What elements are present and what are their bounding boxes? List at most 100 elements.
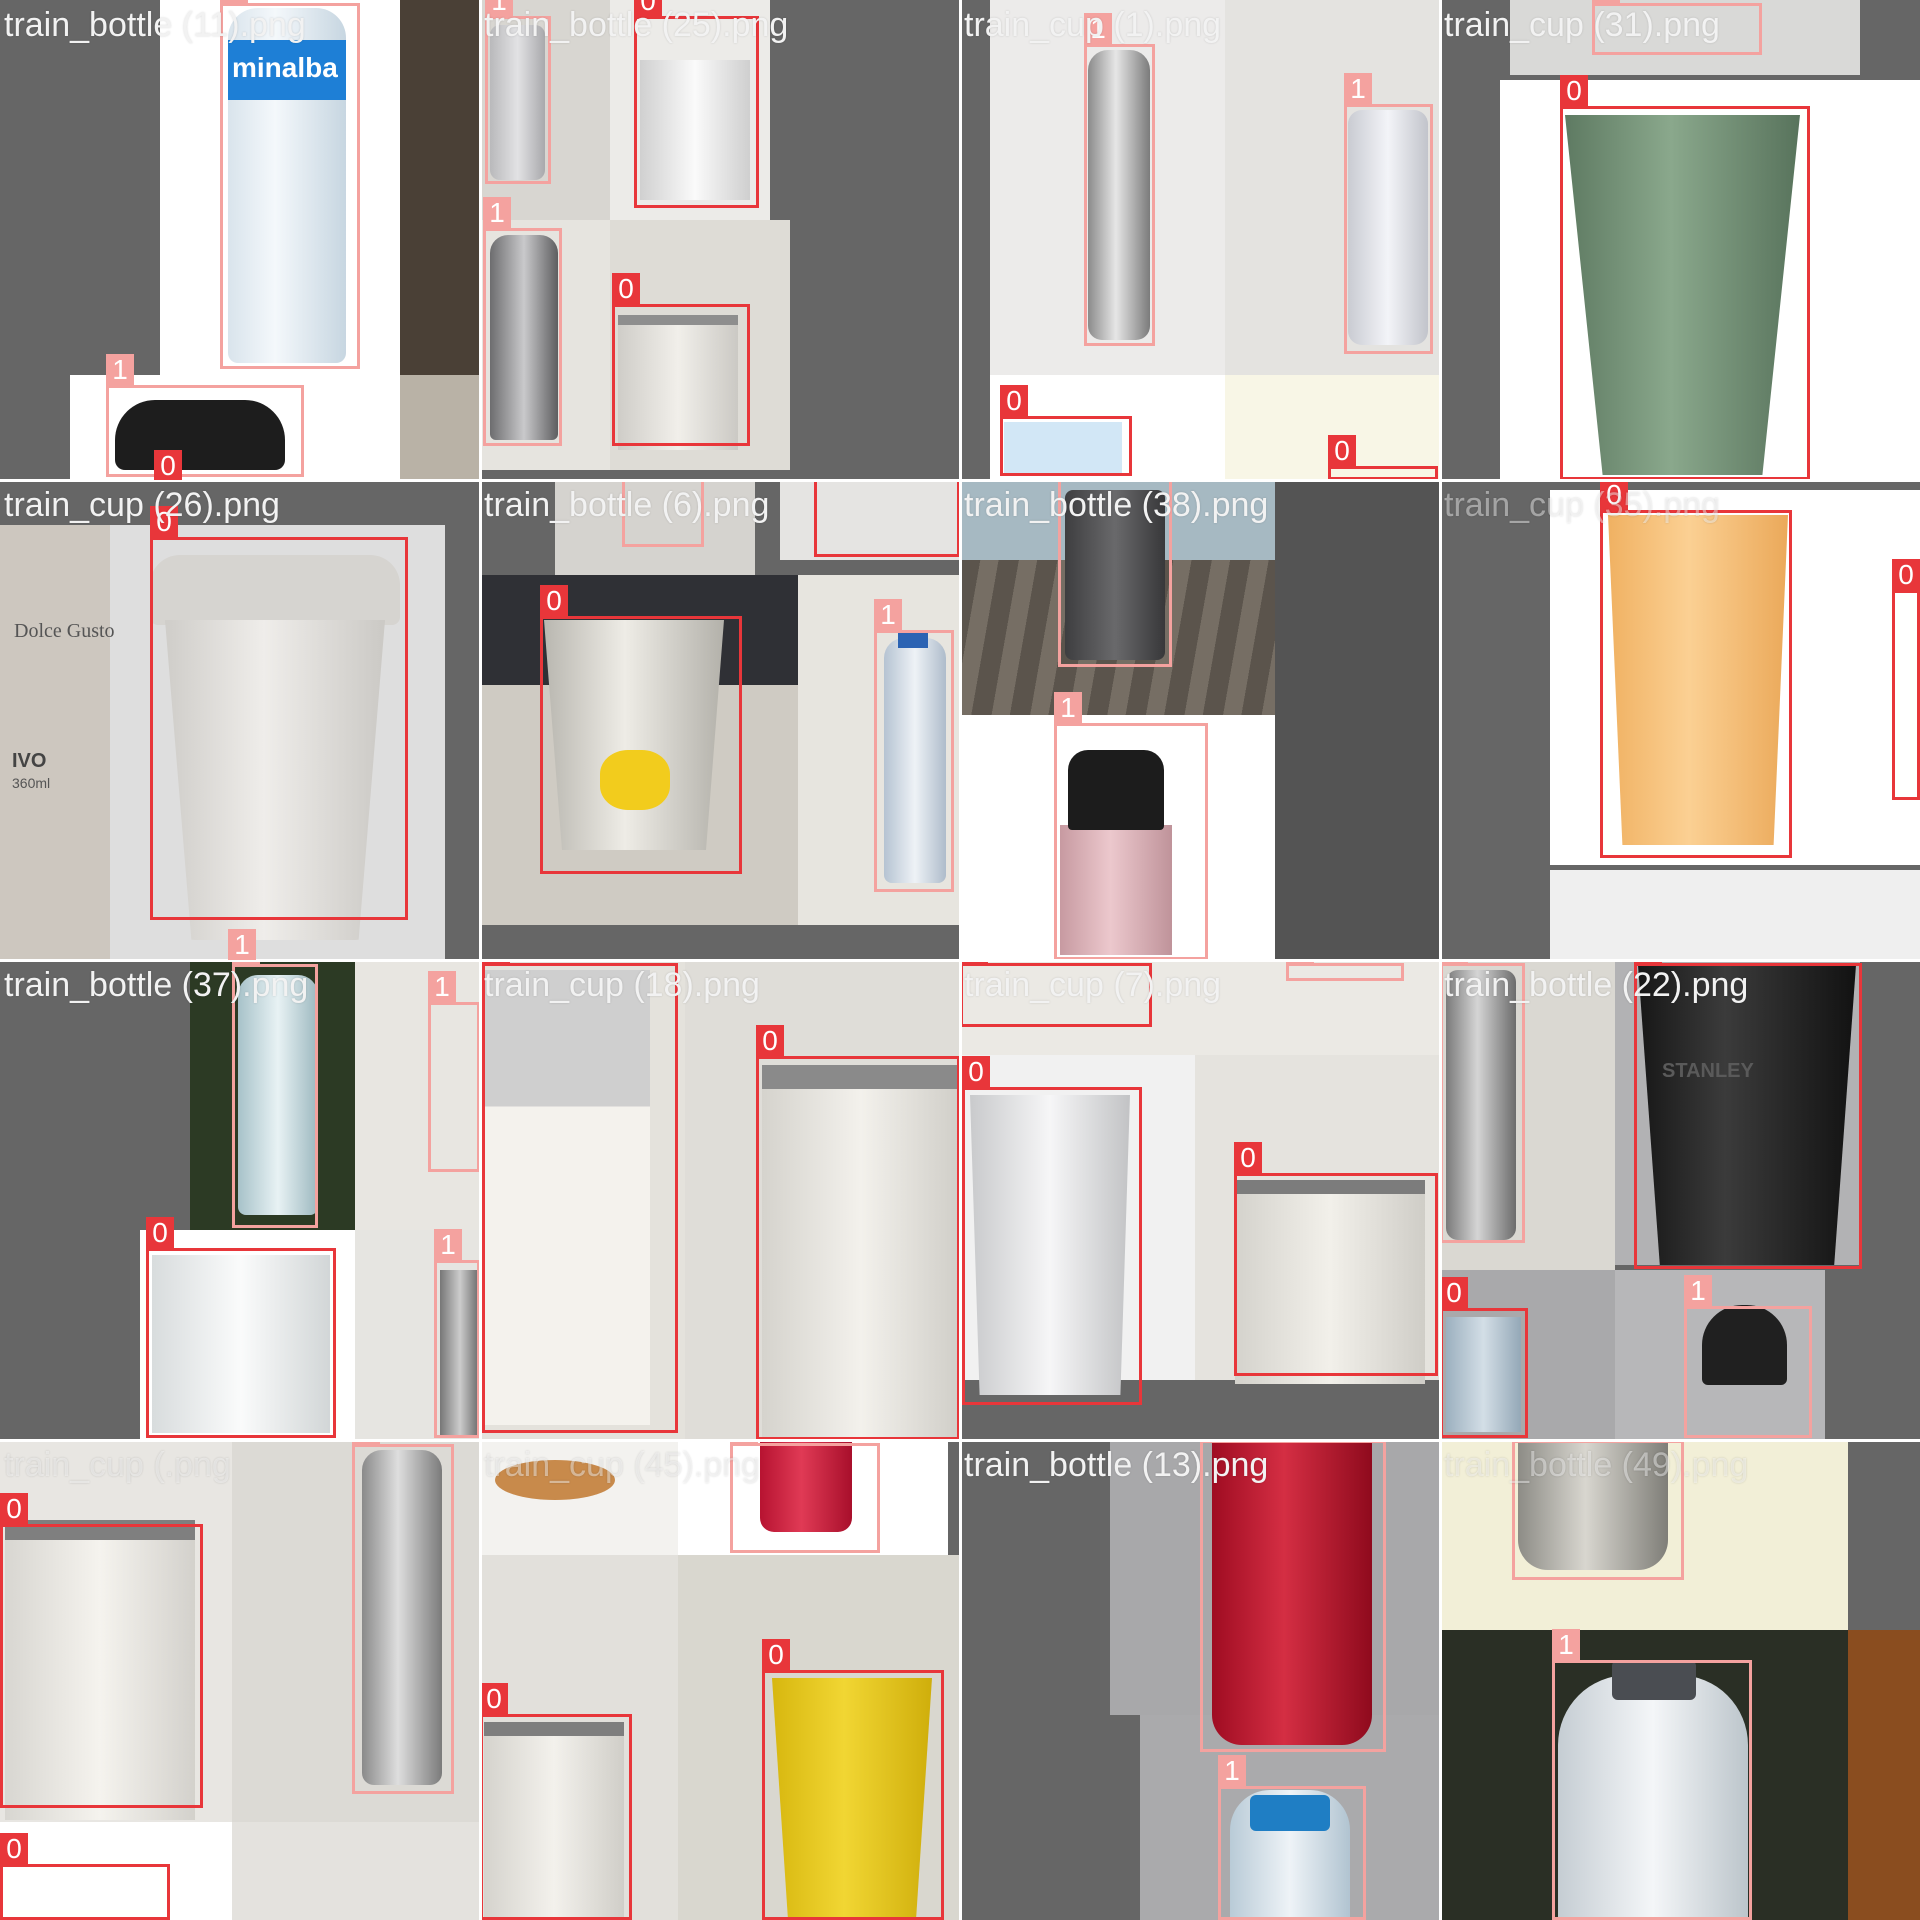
grid-separator xyxy=(0,479,1920,482)
water-bottle-shape xyxy=(238,975,318,1215)
stanley-tumbler-shape xyxy=(1638,965,1856,1265)
glass-shape xyxy=(1446,1317,1521,1432)
tile-13: train_cup (.png 0 1 0 xyxy=(0,1440,480,1920)
bbox-cup[interactable]: 0 xyxy=(756,1025,960,1440)
bbox-cup[interactable]: 0 xyxy=(146,1217,336,1438)
metal-bottle-shape xyxy=(440,1270,480,1435)
bbox-cup[interactable]: 0 xyxy=(1634,960,1862,1269)
bbox-bottle[interactable]: 1 xyxy=(232,960,318,1228)
tile-title: train_bottle (11).png xyxy=(4,6,306,44)
bbox-bottle[interactable]: 1 xyxy=(1684,1275,1812,1438)
red-bottle-shape xyxy=(1212,1440,1372,1745)
bbox-cup[interactable]: 0 xyxy=(1560,75,1810,480)
flask-shape xyxy=(490,235,558,440)
sport-cap-shape xyxy=(115,400,285,470)
bbox-bottle[interactable]: 1 xyxy=(1286,960,1404,981)
bbox-cup[interactable]: 0 xyxy=(1440,1277,1528,1438)
tile-4: train_cup (31).png 1 0 xyxy=(1440,0,1920,480)
cup-shape xyxy=(640,60,750,200)
bbox-bottle[interactable]: 1 xyxy=(1344,73,1433,354)
bbox-cup[interactable]: 0 xyxy=(1600,480,1792,858)
bbox-cup[interactable]: 0 xyxy=(480,1683,632,1920)
tile-title: train_bottle (22).png xyxy=(1444,966,1749,1004)
bbox-cup[interactable]: 0 xyxy=(482,960,678,1433)
bbox-bottle[interactable]: 1 xyxy=(1058,480,1172,667)
image-piece xyxy=(232,1822,480,1920)
bbox-cup[interactable]: 0 xyxy=(0,1833,170,1920)
bbox-cup[interactable]: 0 xyxy=(1000,385,1132,476)
steel-bottle-shape xyxy=(1446,970,1516,1240)
tile-3: train_cup (1).png 1 1 0 0 xyxy=(960,0,1440,480)
image-piece xyxy=(0,525,110,960)
ivo-text: IVO xyxy=(12,750,47,772)
bbox-bottle[interactable]: 1 xyxy=(622,480,704,547)
white-bottle-shape xyxy=(1348,110,1428,345)
coffee-cup-lid-shape xyxy=(150,555,400,625)
mug-shape xyxy=(618,315,738,450)
dark-bottle-shape xyxy=(1065,490,1165,660)
bbox-bottle[interactable]: 1 xyxy=(483,197,562,446)
tile-8: train_cup (35).png 0 0 xyxy=(1440,480,1920,960)
steel-bottle-bottom xyxy=(1518,1440,1668,1570)
tile-2: train_bottle (25).png 1 0 1 0 xyxy=(480,0,960,480)
blue-cap xyxy=(898,632,928,648)
tile-14: train_cup (45).png 1 0 0 xyxy=(480,1440,960,1920)
bbox-bottle[interactable]: 1 xyxy=(434,1229,480,1438)
bbox-bottle[interactable]: 1 xyxy=(485,0,551,184)
tile-title: train_bottle (13).png xyxy=(964,1446,1269,1484)
image-piece xyxy=(1275,480,1440,960)
bbox-bottle[interactable]: 1 xyxy=(106,354,304,477)
green-cup-shape xyxy=(1565,115,1800,475)
tile-title: train_cup (35).png xyxy=(1444,486,1720,524)
water-bottle-shape xyxy=(1558,1675,1748,1920)
bbox-cup[interactable]: 0 xyxy=(0,1493,203,1808)
bbox-bottle[interactable]: 1 xyxy=(1592,0,1762,55)
image-piece xyxy=(1550,870,1920,960)
bbox-bottle[interactable]: 1 xyxy=(220,0,360,369)
bbox-bottle[interactable]: 1 xyxy=(1200,1440,1386,1752)
tile-title: train_bottle (6).png xyxy=(484,486,770,524)
bbox-bottle[interactable]: 1 xyxy=(1552,1629,1752,1920)
tile-title: train_cup (.png xyxy=(4,1446,231,1484)
bbox-cup[interactable]: 0 xyxy=(962,1056,1142,1405)
bbox-cup[interactable]: 0 xyxy=(150,506,408,920)
tile-15: train_bottle (13).png 1 1 xyxy=(960,1440,1440,1920)
image-piece xyxy=(355,960,480,1230)
bbox-bottle[interactable]: 1 xyxy=(1084,13,1155,346)
tile-9: train_bottle (37).png 1 1 0 1 xyxy=(0,960,480,1440)
image-piece xyxy=(960,960,1440,1055)
bbox-cup[interactable]: 0 xyxy=(1892,559,1920,800)
bbox-bottle[interactable]: 1 xyxy=(1218,1755,1366,1920)
bbox-bottle[interactable]: 1 xyxy=(1440,960,1525,1243)
pink-bottle-shape xyxy=(1060,825,1172,955)
bbox-cup[interactable]: 0 xyxy=(540,585,742,874)
bbox-bottle[interactable]: 1 xyxy=(428,971,480,1172)
tile-title: train_bottle (37).png xyxy=(4,966,309,1004)
bbox-bottle[interactable]: 1 xyxy=(352,1440,454,1794)
bbox-cup[interactable]: 0 xyxy=(1328,435,1438,480)
tile-title: train_bottle (38).png xyxy=(964,486,1269,524)
bbox-cup[interactable]: 0 xyxy=(762,1639,944,1920)
bbox-cup[interactable]: 0 xyxy=(814,480,960,557)
bbox-cup[interactable]: 0 xyxy=(1234,1142,1438,1376)
tile-title: train_cup (26).png xyxy=(4,486,280,524)
brand-stanley: STANLEY xyxy=(1662,1060,1754,1082)
tile-16: train_bottle (49).png 1 1 xyxy=(1440,1440,1920,1920)
tile-1: minalba train_bottle (11).png 1 1 0 xyxy=(0,0,480,480)
tile-5: Dolce Gusto IVO 360ml train_cup (26).png… xyxy=(0,480,480,960)
lemon-slice xyxy=(600,750,670,810)
image-piece xyxy=(555,480,755,575)
bbox-cup[interactable]: 0 xyxy=(634,0,759,208)
steel-bottle-shape xyxy=(1088,50,1150,340)
tile-title: train_bottle (49).png xyxy=(1444,1446,1749,1484)
black-lid-shape xyxy=(1702,1305,1787,1385)
black-cap-shape xyxy=(1068,750,1164,830)
grid-separator xyxy=(0,959,1920,962)
bbox-cup[interactable]: 0 xyxy=(612,273,750,446)
two-tone-cup-shape xyxy=(485,970,650,1425)
bbox-bottle[interactable]: 1 xyxy=(874,599,954,892)
bottle-cap xyxy=(1612,1660,1696,1700)
bbox-bottle[interactable]: 1 xyxy=(1054,692,1208,960)
plastic-bottle-shape xyxy=(884,638,946,883)
